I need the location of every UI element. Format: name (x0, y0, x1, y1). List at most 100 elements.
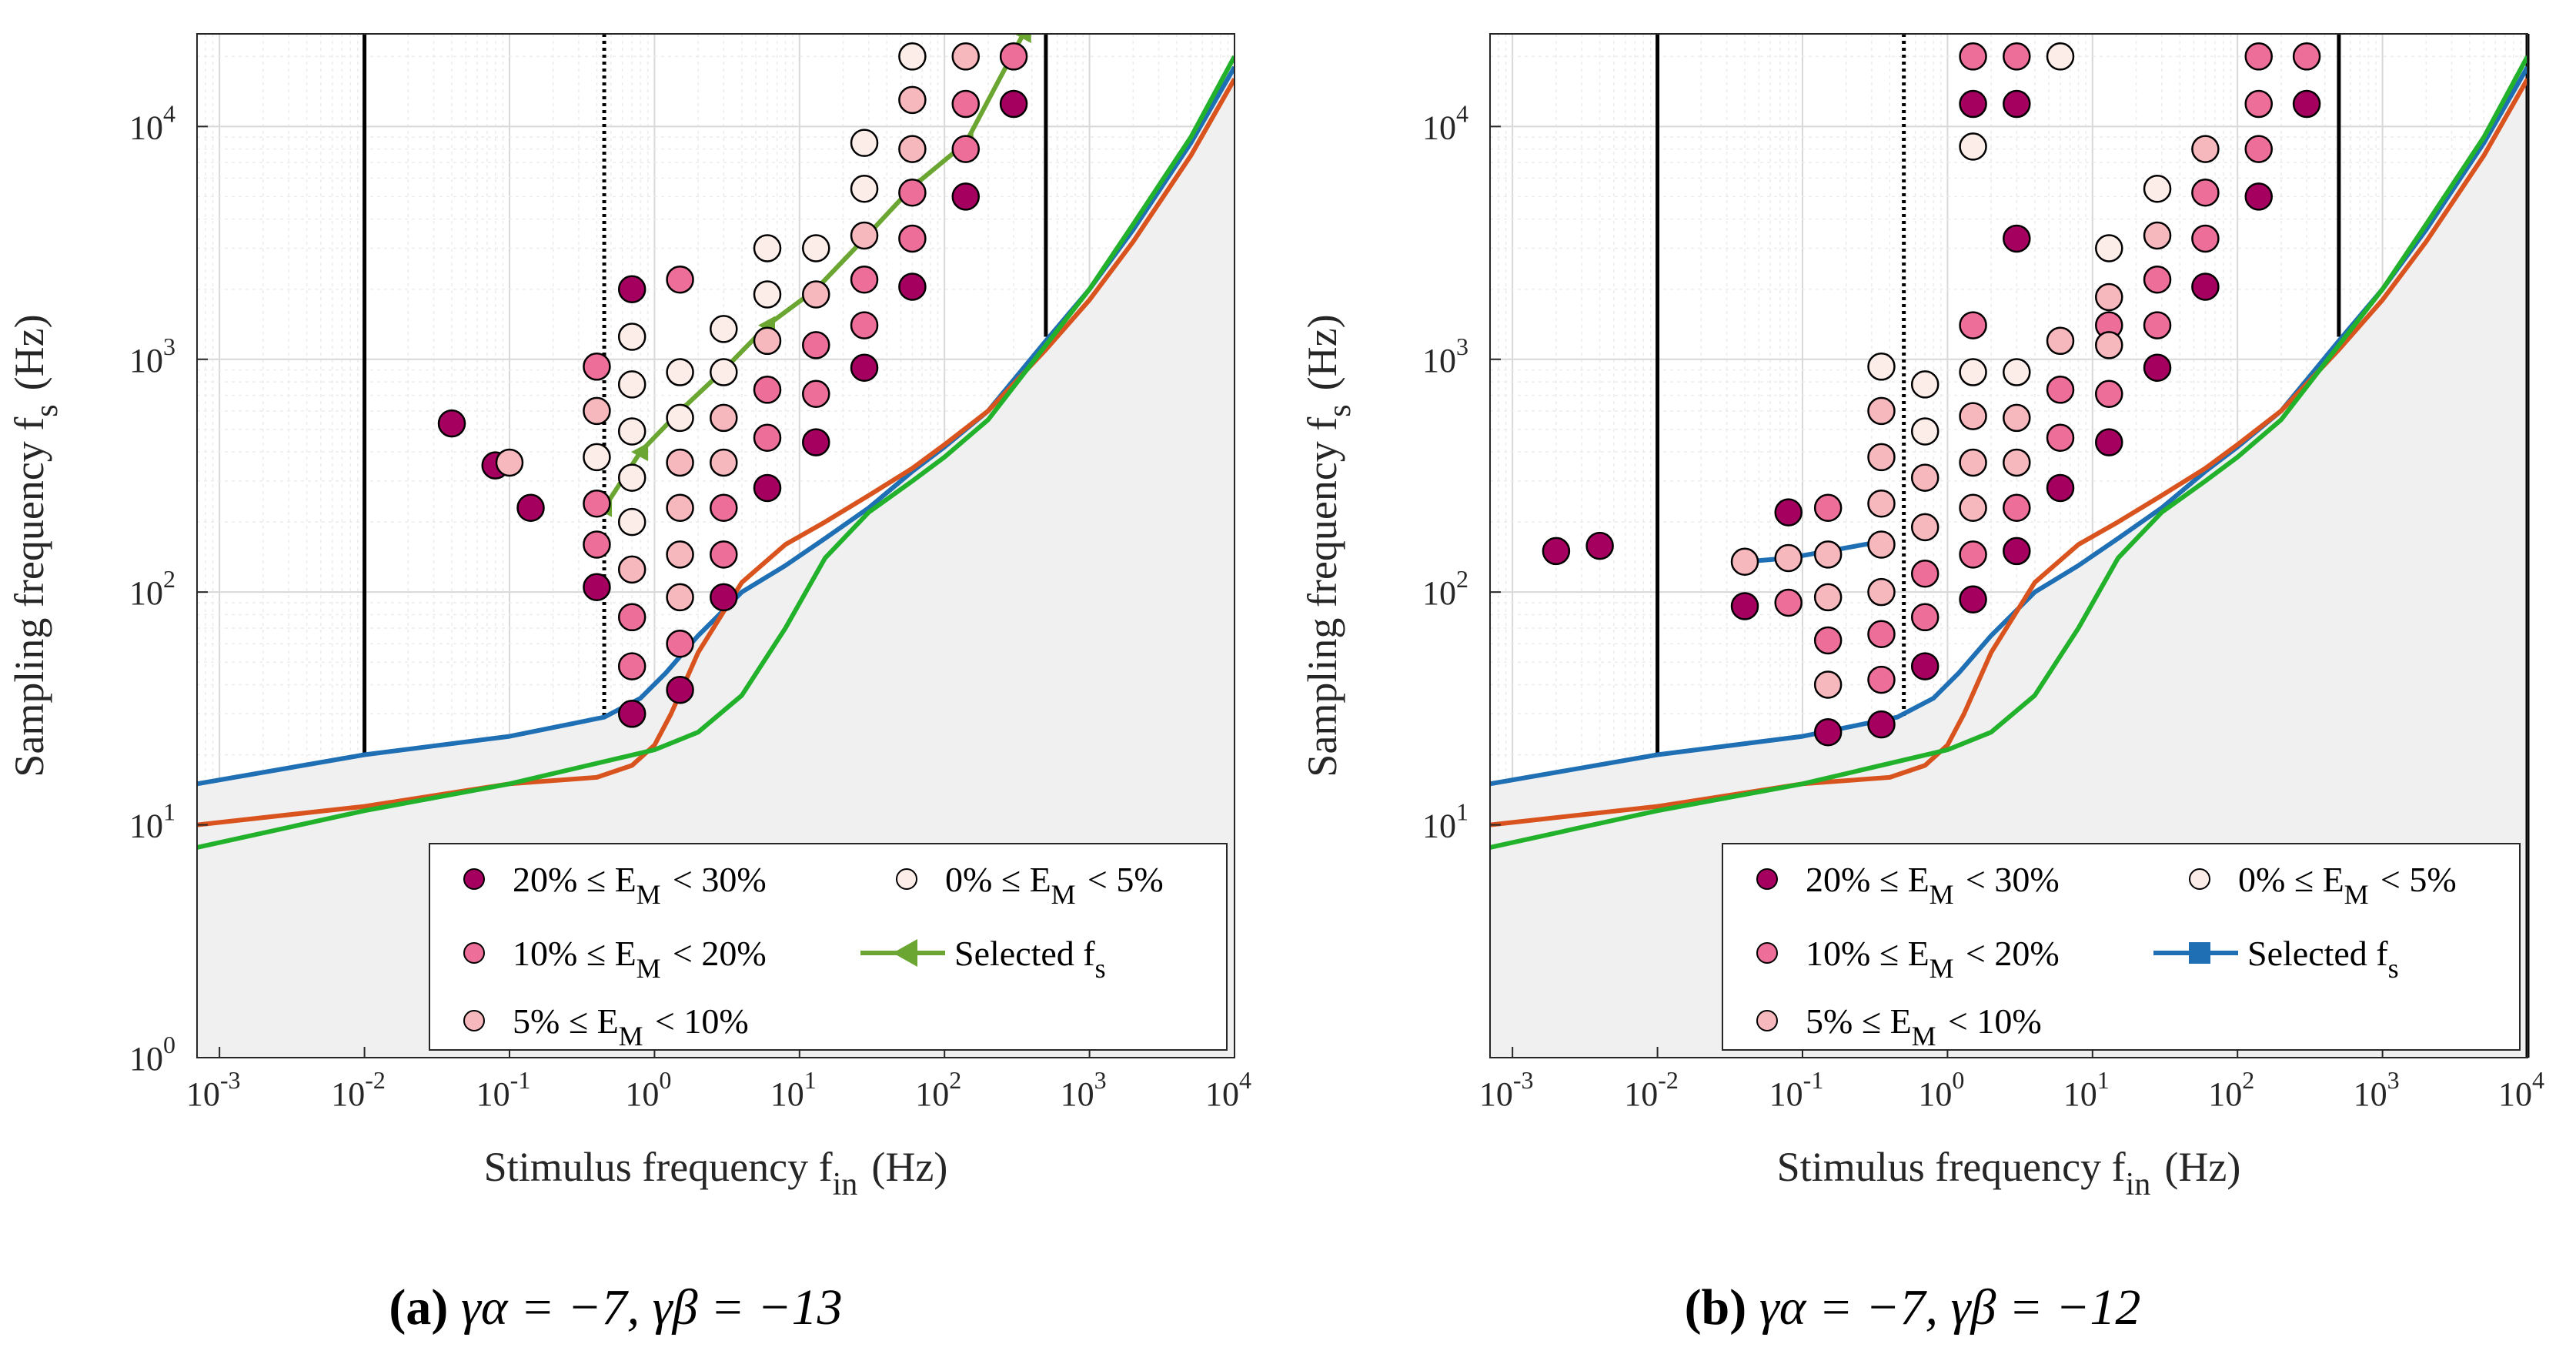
axes-frame (1489, 33, 2528, 1058)
data-point (2143, 353, 2172, 382)
legend-box (429, 843, 1228, 1051)
data-point (437, 409, 466, 438)
data-point (1959, 585, 1987, 613)
legend-label: 20% ≤ EM < 30% (513, 860, 767, 910)
data-point (802, 428, 830, 456)
y-tick-label: 103 (129, 333, 175, 379)
data-point (1585, 531, 1614, 560)
x-tick-label: 100 (625, 1066, 671, 1113)
data-point (666, 583, 694, 612)
data-point (1730, 592, 1759, 620)
data-point (802, 234, 830, 262)
data-point (2244, 89, 2273, 119)
x-tick-label: 103 (2354, 1066, 2400, 1113)
x-axis-label: Stimulus frequency fin (Hz) (1777, 1144, 2241, 1202)
data-point (583, 443, 611, 472)
data-point (1542, 537, 1571, 566)
data-point (617, 603, 647, 632)
data-point (2095, 282, 2123, 312)
data-point (2003, 89, 2031, 119)
y-tick-label: 104 (1422, 99, 1468, 146)
data-point (710, 540, 738, 569)
caption: (a) γα = −7, γβ = −13 (389, 1279, 842, 1336)
axes-frame (196, 33, 1235, 1058)
curves (1490, 55, 2528, 850)
data-point (2003, 224, 2031, 253)
data-point (1813, 493, 1843, 523)
legend: 20% ≤ EM < 30% 0% ≤ EM < 5% 10% ≤ EM < 20%… (1722, 843, 2521, 1051)
data-point (1867, 489, 1896, 518)
data-point (2143, 175, 2172, 203)
series-c10 (583, 42, 1028, 680)
shaded-region (1490, 67, 2528, 1058)
data-point (2003, 537, 2031, 566)
legend-label: Selected fs (2247, 934, 2401, 984)
legend-selected-marker (2189, 942, 2210, 964)
y-axis-label: Sampling frequency fs (Hz) (1299, 314, 1358, 777)
data-point (617, 275, 647, 303)
data-point (583, 489, 611, 518)
orange-curve (1490, 78, 2528, 827)
data-point (1959, 89, 1987, 119)
x-tick-label: 10-2 (331, 1066, 386, 1113)
data-point (1867, 443, 1896, 472)
data-point (753, 473, 782, 503)
data-point (2292, 89, 2321, 119)
series-c5 (1730, 135, 2220, 699)
data-point (583, 353, 611, 381)
data-point (898, 42, 927, 71)
data-point (666, 448, 694, 477)
data-point (951, 42, 980, 71)
data-point (1813, 670, 1843, 699)
data-point (617, 507, 647, 537)
selected-fs-line (602, 34, 1026, 510)
y-tick-label: 100 (129, 1031, 175, 1078)
x-tick-label: 102 (2208, 1066, 2254, 1113)
data-point (1867, 530, 1896, 559)
data-point (1774, 498, 1803, 527)
legend-marker (2189, 868, 2210, 890)
data-point (2046, 423, 2075, 452)
data-point (850, 175, 879, 203)
data-point (1813, 717, 1843, 747)
data-point (898, 272, 927, 301)
data-point (1730, 547, 1759, 577)
data-point (2046, 376, 2075, 404)
legend-marker (1756, 1010, 1778, 1031)
data-point (1959, 132, 1987, 161)
data-point (850, 221, 879, 250)
data-point (710, 403, 738, 433)
data-point (617, 652, 647, 680)
data-point (1910, 652, 1940, 680)
data-point (666, 265, 694, 294)
data-point (802, 379, 830, 408)
data-point (2095, 234, 2123, 262)
data-point (710, 315, 738, 343)
data-point (2191, 135, 2220, 163)
data-point (583, 530, 611, 559)
data-point (1910, 559, 1940, 588)
y-tick-label: 102 (129, 565, 175, 612)
series-c20 (437, 89, 1028, 728)
x-tick-label: 104 (2498, 1066, 2544, 1113)
data-point (710, 493, 738, 523)
data-point (1959, 448, 1987, 477)
legend-label: 20% ≤ EM < 30% (1806, 860, 2060, 910)
data-point (2095, 379, 2123, 408)
data-point (999, 89, 1028, 119)
data-point (617, 700, 647, 728)
y-tick-label: 101 (129, 798, 175, 845)
data-point (2046, 42, 2075, 71)
data-point (2292, 42, 2321, 71)
caption: (b) γα = −7, γβ = −12 (1685, 1279, 2141, 1336)
data-point (2003, 493, 2031, 523)
legend-marker (463, 942, 485, 964)
data-point (2191, 272, 2220, 301)
legend-marker (896, 868, 917, 890)
series-c10 (1774, 42, 2321, 694)
data-point (710, 583, 738, 612)
data-point (516, 493, 545, 523)
y-tick-label: 103 (1422, 333, 1468, 379)
data-point (1867, 396, 1896, 426)
